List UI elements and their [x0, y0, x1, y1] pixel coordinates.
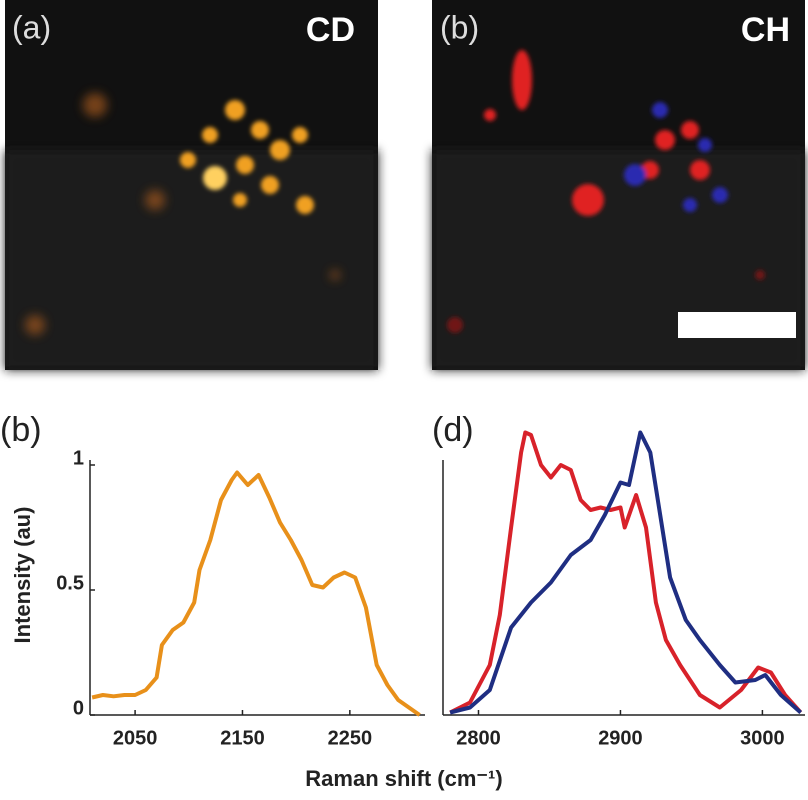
x-tick-label: 3000 [740, 727, 785, 749]
y-tick-label: 0 [73, 697, 84, 719]
y-tick-label: 1 [73, 447, 84, 469]
x-tick-label: 2900 [598, 727, 643, 749]
x-tick-label: 2800 [456, 727, 501, 749]
y-axis-label: Intensity (au) [10, 507, 35, 644]
image-cd [5, 0, 378, 370]
x-tick-label: 2050 [113, 727, 158, 749]
panel-label: (a) [12, 9, 51, 45]
panel-title: CH [741, 11, 790, 49]
panel-label: (b) [440, 9, 479, 45]
line-series [449, 430, 803, 715]
line-series [449, 430, 803, 715]
image-ch [432, 0, 805, 370]
x-tick-label: 2250 [328, 727, 373, 749]
x-axis-label: Raman shift (cm⁻¹) [305, 766, 502, 791]
panel-title: CD [306, 11, 355, 49]
chart-label: (d) [432, 411, 474, 449]
line-series [91, 470, 421, 717]
chart-label: (b) [0, 411, 42, 449]
y-tick-label: 0.5 [56, 572, 84, 594]
x-tick-label: 2150 [220, 727, 265, 749]
